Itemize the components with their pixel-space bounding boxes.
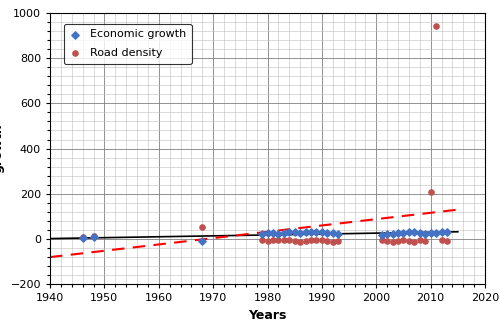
Road density xyxy=(324,238,332,244)
Road density xyxy=(302,238,310,244)
Road density xyxy=(405,238,413,244)
Y-axis label: growth: growth xyxy=(0,124,5,173)
Road density xyxy=(438,238,446,243)
X-axis label: Years: Years xyxy=(248,309,286,322)
Road density xyxy=(90,233,98,238)
Economic growth xyxy=(264,231,272,236)
Economic growth xyxy=(324,230,332,235)
Economic growth xyxy=(421,232,429,237)
Road density xyxy=(388,239,396,244)
Economic growth xyxy=(290,230,298,235)
Economic growth xyxy=(426,231,434,236)
Road density xyxy=(394,238,402,244)
Economic growth xyxy=(400,230,407,235)
Road density xyxy=(318,238,326,243)
Economic growth xyxy=(438,230,446,235)
Road density xyxy=(410,239,418,244)
Road density xyxy=(274,237,282,243)
Economic growth xyxy=(90,234,98,239)
Economic growth xyxy=(280,230,288,235)
Road density xyxy=(264,238,272,244)
Road density xyxy=(78,234,86,239)
Road density xyxy=(307,238,315,243)
Road density xyxy=(400,238,407,243)
Economic growth xyxy=(405,230,413,235)
Economic growth xyxy=(307,229,315,234)
Economic growth xyxy=(329,231,337,236)
Economic growth xyxy=(274,232,282,237)
Economic growth xyxy=(78,235,86,240)
Road density xyxy=(198,224,206,229)
Economic growth xyxy=(269,230,277,235)
Economic growth xyxy=(416,230,424,235)
Road density xyxy=(334,238,342,244)
Legend: Economic growth, Road density: Economic growth, Road density xyxy=(64,24,192,64)
Road density xyxy=(312,237,320,243)
Economic growth xyxy=(285,229,293,234)
Road density xyxy=(269,238,277,243)
Road density xyxy=(280,237,288,242)
Economic growth xyxy=(383,232,391,237)
Road density xyxy=(290,238,298,244)
Economic growth xyxy=(443,229,451,234)
Economic growth xyxy=(334,232,342,237)
Economic growth xyxy=(394,231,402,236)
Road density xyxy=(443,238,451,244)
Economic growth xyxy=(432,230,440,235)
Road density xyxy=(285,238,293,243)
Road density xyxy=(426,189,434,194)
Road density xyxy=(258,237,266,243)
Economic growth xyxy=(312,229,320,234)
Road density xyxy=(329,239,337,244)
Road density xyxy=(432,24,440,29)
Road density xyxy=(378,238,386,243)
Economic growth xyxy=(302,230,310,235)
Economic growth xyxy=(410,229,418,234)
Economic growth xyxy=(388,232,396,237)
Road density xyxy=(383,238,391,244)
Road density xyxy=(296,239,304,244)
Economic growth xyxy=(296,230,304,235)
Economic growth xyxy=(318,230,326,235)
Road density xyxy=(416,238,424,243)
Economic growth xyxy=(378,232,386,237)
Economic growth xyxy=(258,232,266,237)
Economic growth xyxy=(198,239,206,244)
Road density xyxy=(421,238,429,244)
